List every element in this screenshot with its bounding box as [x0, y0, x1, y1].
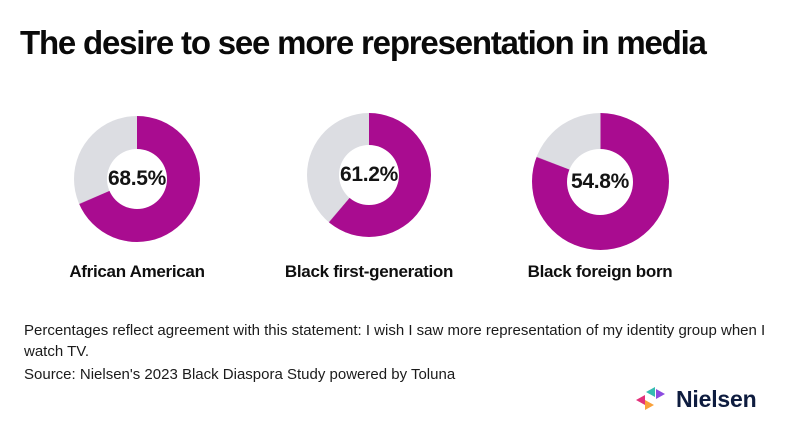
nielsen-wordmark: Nielsen [676, 385, 757, 412]
percent-label-black-first-generation: 61.2% [339, 163, 399, 186]
donut-hole: 61.2% [339, 145, 399, 205]
page-title: The desire to see more representation in… [20, 24, 707, 61]
triangle-top-icon [646, 386, 655, 397]
footnote-source: Source: Nielsen's 2023 Black Diaspora St… [24, 366, 456, 383]
category-label-black-foreign-born: Black foreign born [527, 262, 673, 281]
footnote-statement-line1: Percentages reflect agreement with this … [24, 322, 766, 339]
chart-black-first-generation: 61.2% Black first-generation [259, 113, 479, 281]
donut-ring-black-foreign-born: 54.8% [531, 113, 669, 250]
chart-black-foreign-born: 54.8% Black foreign born [490, 113, 710, 281]
triangle-right-icon [656, 388, 665, 399]
donut-ring-african-american: 68.5% [74, 116, 200, 242]
chart-african-american: 68.5% African American [27, 113, 247, 281]
category-label-black-first-generation: Black first-generation [284, 262, 454, 281]
footnote-statement-line2: watch TV. [24, 343, 90, 360]
nielsen-mark-icon [636, 386, 665, 412]
nielsen-logo: Nielsen [636, 385, 757, 412]
percent-label-black-foreign-born: 54.8% [570, 169, 630, 193]
triangle-left-icon [636, 394, 645, 405]
triangle-bottom-icon [645, 400, 654, 410]
category-label-african-american: African American [69, 262, 205, 281]
percent-label-african-american: 68.5% [107, 167, 167, 190]
footnote: Percentages reflect agreement with this … [24, 320, 765, 385]
donut-ring-black-first-generation: 61.2% [307, 113, 431, 237]
donut-hole: 68.5% [107, 149, 167, 209]
donut-hole: 54.8% [567, 148, 633, 215]
